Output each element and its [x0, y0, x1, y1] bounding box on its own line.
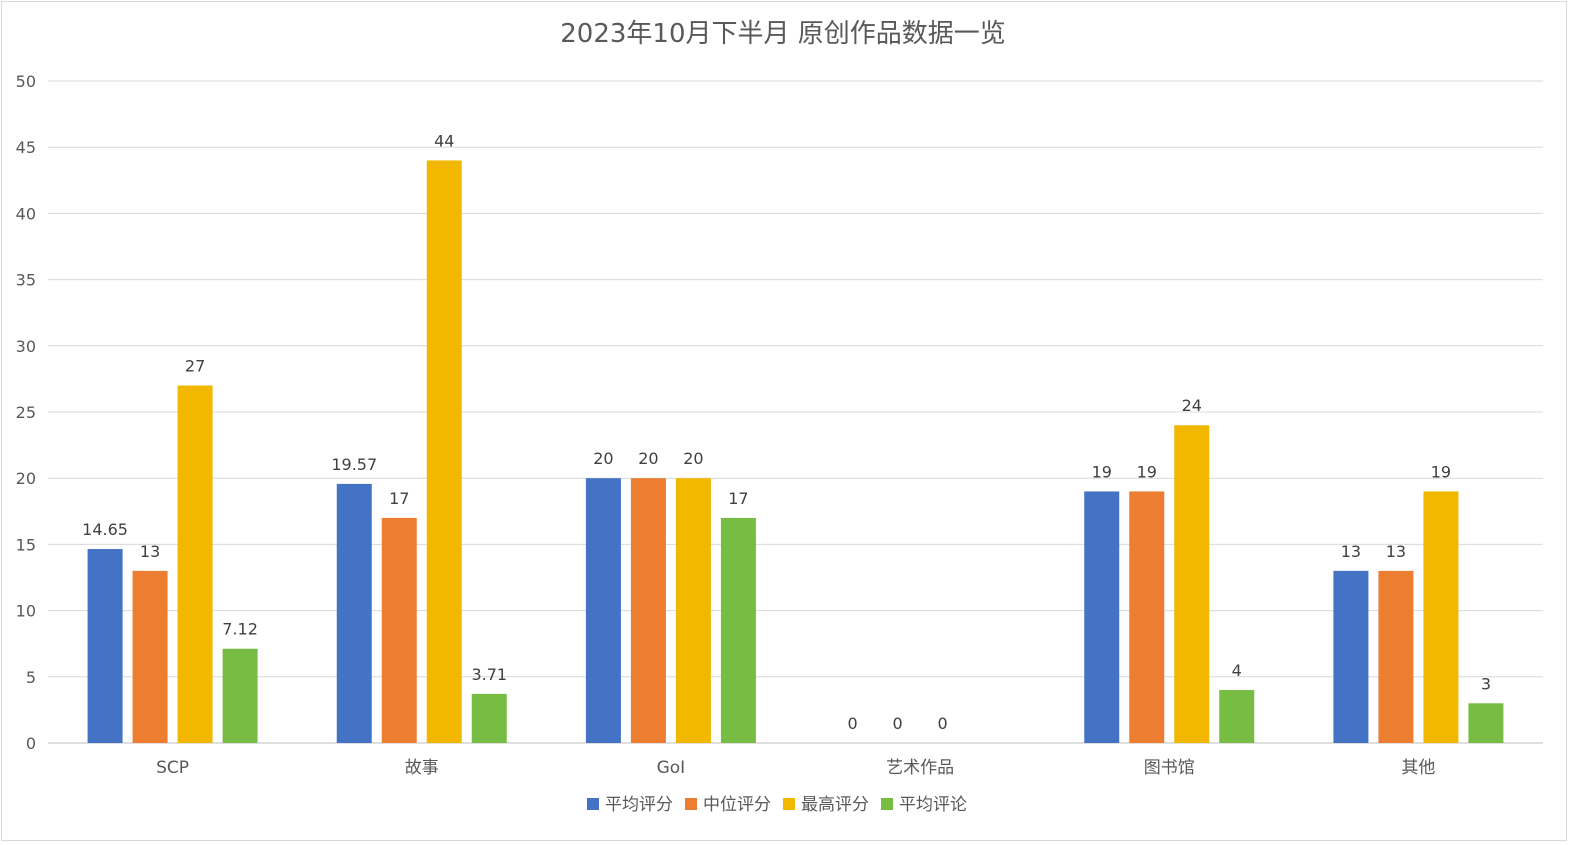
data-label: 20: [638, 449, 658, 468]
legend-label: 平均评分: [605, 795, 673, 815]
legend-swatch: [685, 798, 697, 810]
data-labels: 14.65 13 27 7.12 19.57 17 44 3.71 20 20 20 17 0 0 0 19 1…: [82, 131, 1491, 733]
data-label: 19: [1092, 462, 1112, 481]
y-tick-label: 0: [26, 734, 36, 753]
y-tick-label: 45: [16, 138, 36, 157]
data-label: 13: [140, 542, 160, 561]
bar: [87, 549, 123, 743]
legend-label: 平均评论: [899, 795, 967, 815]
bar: [1219, 690, 1255, 743]
category-label: 艺术作品: [886, 758, 954, 778]
data-label: 24: [1182, 396, 1202, 415]
bar: [1333, 570, 1369, 743]
category-label: SCP: [156, 758, 189, 778]
bar: [336, 483, 372, 743]
y-tick-label: 15: [16, 535, 36, 554]
bar: [720, 517, 756, 743]
data-label: 13: [1341, 542, 1361, 561]
bar: [381, 517, 417, 743]
data-label: 3: [1481, 674, 1491, 693]
y-tick-label: 50: [16, 72, 36, 91]
y-tick-label: 5: [26, 668, 36, 687]
category-label: 故事: [405, 758, 439, 778]
bar: [222, 648, 258, 743]
data-label: 0: [937, 714, 947, 733]
data-label: 0: [892, 714, 902, 733]
legend-swatch: [881, 798, 893, 810]
bar: [585, 478, 621, 743]
data-label: 17: [728, 489, 748, 508]
data-label: 19: [1137, 462, 1157, 481]
data-label: 17: [389, 489, 409, 508]
y-tick-label: 20: [16, 469, 36, 488]
category-label: 图书馆: [1144, 758, 1195, 778]
data-label: 14.65: [82, 520, 128, 539]
bar: [132, 570, 168, 743]
gridlines: [48, 80, 1543, 744]
data-label: 4: [1232, 661, 1242, 680]
bar: [630, 478, 666, 743]
legend-swatch: [587, 798, 599, 810]
data-label: 13: [1386, 542, 1406, 561]
bar: [177, 385, 213, 743]
bar: [675, 478, 711, 743]
category-label: 其他: [1401, 758, 1435, 778]
y-tick-label: 30: [16, 337, 36, 356]
y-axis-ticks: 0 5 10 15 20 25 30 35 40 45 50: [16, 72, 36, 753]
data-label: 44: [434, 131, 454, 150]
data-label: 0: [847, 714, 857, 733]
bar: [1378, 570, 1414, 743]
category-label: GoI: [657, 758, 686, 778]
bar: [1423, 491, 1459, 743]
bar: [1174, 425, 1210, 743]
data-label: 19.57: [331, 455, 377, 474]
category-labels: SCP 故事 GoI 艺术作品 图书馆 其他: [156, 758, 1435, 778]
data-label: 27: [185, 357, 205, 376]
data-label: 20: [683, 449, 703, 468]
bar: [1084, 491, 1120, 743]
bar: [426, 160, 462, 743]
y-tick-label: 40: [16, 204, 36, 223]
y-tick-label: 35: [16, 271, 36, 290]
data-label: 19: [1431, 462, 1451, 481]
data-label: 7.12: [222, 620, 258, 639]
legend-swatch: [783, 798, 795, 810]
legend-label: 中位评分: [703, 795, 771, 815]
bar: [1468, 703, 1504, 743]
bar: [1129, 491, 1165, 743]
y-tick-label: 25: [16, 403, 36, 422]
legend-label: 最高评分: [801, 795, 869, 815]
legend: 平均评分 中位评分 最高评分 平均评论: [587, 795, 967, 815]
bar: [471, 693, 507, 743]
y-tick-label: 10: [16, 602, 36, 621]
chart-title: 2023年10月下半月 原创作品数据一览: [560, 19, 1006, 49]
data-label: 3.71: [471, 665, 507, 684]
data-label: 20: [593, 449, 613, 468]
bars: [87, 160, 1504, 743]
